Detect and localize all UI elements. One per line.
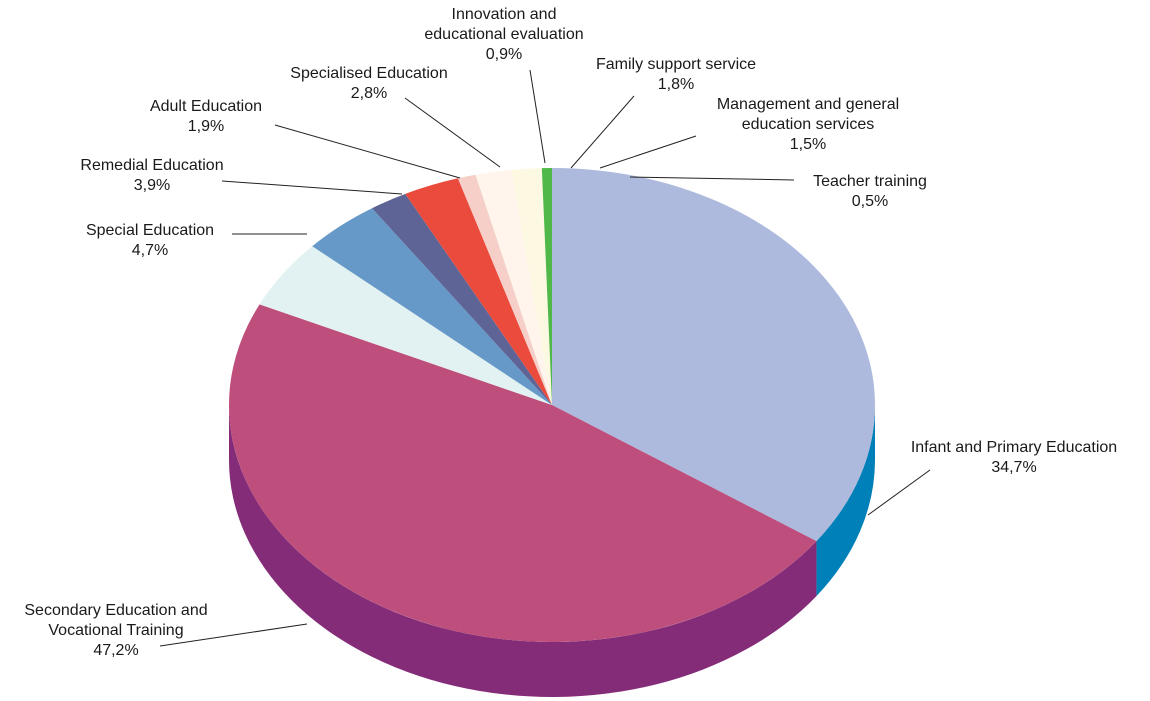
slice-value-label: 1,9% [188,118,224,135]
leader-line-infant-and-primary-education [867,469,931,516]
slice-value-label: 2,8% [351,85,387,102]
slice-name-label: Innovation and [452,6,557,23]
slice-value-label: 3,9% [134,177,170,194]
slice-label-remedial-education: Remedial Education 3,9% [80,157,223,194]
pie-slice-secondary-education-and-vocational-training [229,304,817,642]
pie-slice-remedial-education [312,208,552,405]
slice-value-label: 1,5% [790,136,826,153]
leader-line-family-support-service [570,95,635,169]
leader-line-management-and-general-education-services [599,135,697,169]
pie-slice-specialised-education [405,178,552,405]
slice-label-infant-and-primary-education: Infant and Primary Education 34,7% [911,439,1117,476]
leader-lines [159,69,931,647]
slice-name-label: Secondary Education and [24,602,207,619]
leader-line-specialised-education [404,97,501,168]
slice-name-label: Management and general [717,96,899,113]
slice-name-label: Remedial Education [80,157,223,174]
pie-slice-adult-education [371,193,552,405]
slice-label-special-education: Special Education 4,7% [86,222,214,259]
leader-line-secondary-education-and-vocational-training [159,623,308,647]
pie-side-secondary-education-and-vocational-training [229,405,817,697]
slice-name-label: Teacher training [813,173,927,190]
slice-value-label: 34,7% [991,459,1036,476]
slice-value-label: 47,2% [93,642,138,659]
slice-name-label: Infant and Primary Education [911,439,1117,456]
slice-label-management-and-general-education-services: Management and general education services… [717,96,899,153]
pie-slice-innovation-and-educational-evaluation [457,174,552,405]
pie-slice-family-support-service [475,169,552,405]
slice-label-secondary-education-and-vocational-training: Secondary Education and Vocational Traini… [24,602,207,659]
pie-slice-special-education [259,246,552,405]
pie-slice-infant-and-primary-education [552,168,875,542]
slice-label-specialised-education: Specialised Education 2,8% [290,65,447,102]
slice-value-label: 0,5% [852,193,888,210]
pie-sides [229,405,875,697]
leader-line-innovation-and-educational-evaluation [529,69,546,164]
leader-line-teacher-training [629,176,795,181]
slice-name-label: education services [742,116,875,133]
leader-line-adult-education [274,124,461,179]
slice-value-label: 0,9% [486,46,522,63]
slice-label-innovation-and-educational-evaluation: Innovation and educational evaluation 0,9% [424,6,583,63]
slice-name-label: Family support service [596,56,756,73]
slice-labels: Infant and Primary Education 34,7% Seconda… [24,6,1117,659]
leader-line-remedial-education [221,180,403,195]
pie-slices [229,168,875,642]
slice-label-family-support-service: Family support service 1,8% [596,56,756,93]
slice-name-label: Vocational Training [48,622,183,639]
slice-name-label: Specialised Education [290,65,447,82]
slice-value-label: 4,7% [132,242,168,259]
pie-slice-teacher-training [541,168,552,405]
slice-value-label: 1,8% [658,76,694,93]
slice-name-label: educational evaluation [424,26,583,43]
slice-name-label: Adult Education [150,98,262,115]
pie-slice-management-and-general-education-services [511,168,552,405]
pie-side-infant-and-primary-education [816,405,875,597]
slice-name-label: Special Education [86,222,214,239]
slice-label-teacher-training: Teacher training 0,5% [813,173,927,210]
slice-label-adult-education: Adult Education 1,9% [150,98,262,135]
